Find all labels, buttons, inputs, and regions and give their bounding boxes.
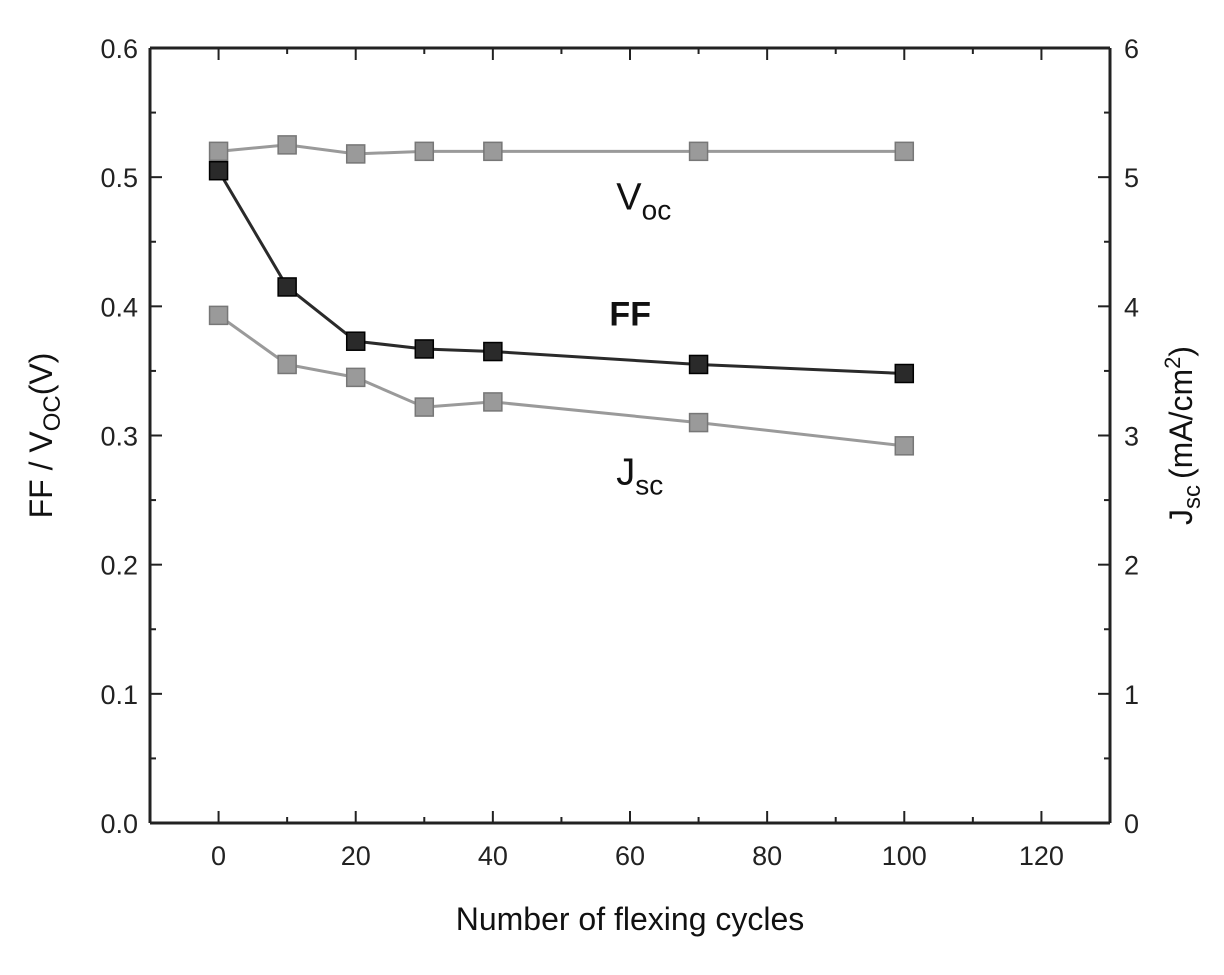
y-axis-right-title-close: )	[1163, 346, 1199, 357]
y-right-tick-label: 3	[1124, 422, 1139, 452]
series-label-voc-sub: oc	[642, 194, 672, 225]
y-left-tick-label: 0.3	[100, 422, 138, 452]
series-label-jsc-main: J	[616, 452, 635, 494]
series-label-voc: Voc	[616, 176, 671, 225]
x-tick-label: 100	[882, 841, 927, 871]
data-point-ff	[414, 339, 435, 359]
data-point-jsc	[208, 305, 229, 326]
y-axis-right-title: Jsc (mA/cm2)	[1160, 346, 1206, 525]
series-label-voc-main: V	[616, 176, 642, 218]
y-left-tick-label: 0.6	[100, 34, 138, 64]
x-tick-label: 20	[341, 841, 371, 871]
plot-frame	[148, 46, 1112, 825]
data-point-ff	[345, 331, 366, 351]
y-axis-left-title-sub: OC	[39, 395, 66, 431]
y-axis-left-title-unit: (V)	[23, 353, 59, 396]
data-point-jsc	[894, 436, 915, 456]
y-left-tick-label: 0.0	[100, 809, 138, 839]
y-right-tick-label: 6	[1124, 34, 1139, 64]
data-point-jsc	[414, 397, 435, 417]
data-point-ff	[483, 341, 503, 362]
data-point-voc	[483, 141, 503, 162]
series-label-jsc: Jsc	[616, 452, 663, 501]
data-point-voc	[208, 141, 229, 162]
series-line-ff	[217, 169, 905, 375]
y-left-tick-label: 0.4	[100, 292, 138, 322]
data-point-ff	[688, 354, 709, 375]
y-axis-right-title-sub: sc	[1179, 485, 1206, 509]
series-label-ff: FF	[609, 296, 651, 334]
data-point-voc	[688, 141, 709, 162]
y-axis-right-title-main: J	[1163, 509, 1199, 525]
series-line-voc	[218, 143, 905, 156]
y-right-tick-label: 0	[1124, 809, 1139, 839]
data-point-jsc	[277, 354, 297, 375]
ticks: 0 20 40 60 80 100 120 0.0 0.1 0.2 0.3 0.4 0.5 0.6 0 1 2 3…	[100, 34, 1139, 871]
y-right-tick-label: 2	[1124, 551, 1139, 581]
series-layer	[208, 135, 915, 456]
series-label-jsc-sub: sc	[635, 470, 663, 501]
data-point-ff	[277, 277, 297, 297]
y-right-tick-label: 4	[1124, 292, 1139, 322]
y-left-tick-label: 0.1	[100, 680, 138, 710]
x-tick-label: 120	[1019, 841, 1064, 871]
y-axis-left-title-main: FF / V	[23, 431, 59, 519]
data-point-voc	[345, 144, 366, 164]
y-axis-right-title-unit: (mA/cm	[1163, 369, 1199, 479]
data-point-ff	[208, 160, 229, 181]
data-point-voc	[414, 141, 435, 162]
data-point-voc	[894, 141, 915, 162]
y-left-tick-label: 0.2	[100, 551, 138, 581]
data-point-jsc	[688, 412, 709, 433]
data-point-voc	[277, 135, 297, 155]
y-right-tick-label: 1	[1124, 680, 1139, 710]
data-point-jsc	[483, 392, 503, 412]
x-tick-label: 80	[752, 841, 782, 871]
x-tick-label: 60	[615, 841, 645, 871]
x-tick-label: 0	[211, 841, 226, 871]
data-point-jsc	[345, 367, 366, 388]
x-tick-label: 40	[478, 841, 508, 871]
series-line-jsc	[217, 314, 905, 448]
x-axis-title: Number of flexing cycles	[456, 901, 805, 937]
data-point-ff	[894, 363, 915, 384]
y-axis-left-title: FF / VOC(V)	[23, 353, 66, 519]
y-axis-right-title-sup: 2	[1160, 357, 1185, 369]
y-left-tick-label: 0.5	[100, 163, 138, 193]
y-right-tick-label: 5	[1124, 163, 1139, 193]
